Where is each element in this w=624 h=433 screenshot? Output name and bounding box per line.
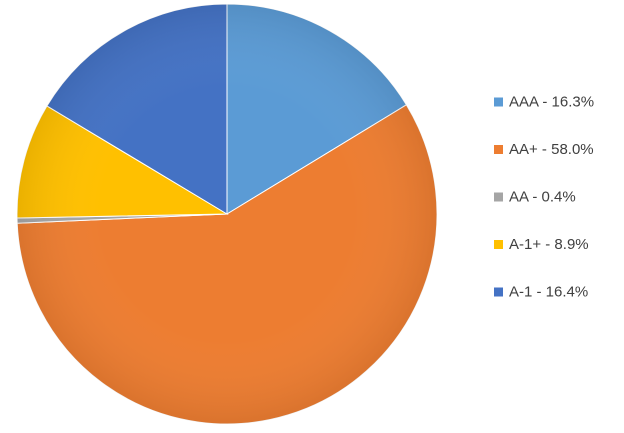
legend-item-2: AA+ - 58.0% — [494, 141, 594, 158]
legend-swatch-1 — [494, 97, 503, 107]
legend-label-4: A-1+ - 8.9% — [509, 236, 589, 253]
legend-item-3: AA - 0.4% — [494, 189, 576, 206]
legend-swatch-4 — [494, 240, 503, 249]
legend-swatch-2 — [494, 145, 503, 154]
legend-item-5: A-1 - 16.4% — [494, 284, 588, 301]
legend-label-1: AAA - 16.3% — [509, 94, 594, 111]
legend-label-2: AA+ - 58.0% — [509, 141, 594, 158]
legend: AAA - 16.3% AA+ - 58.0% AA - 0.4% A-1+ - 8.… — [494, 94, 594, 301]
legend-swatch-5 — [494, 287, 503, 297]
pie-slices — [16, 3, 438, 425]
legend-label-3: AA - 0.4% — [509, 189, 576, 206]
legend-swatch-3 — [494, 192, 503, 202]
legend-item-1: AAA - 16.3% — [494, 94, 594, 111]
legend-item-4: A-1+ - 8.9% — [494, 236, 589, 253]
legend-label-5: A-1 - 16.4% — [509, 284, 588, 301]
